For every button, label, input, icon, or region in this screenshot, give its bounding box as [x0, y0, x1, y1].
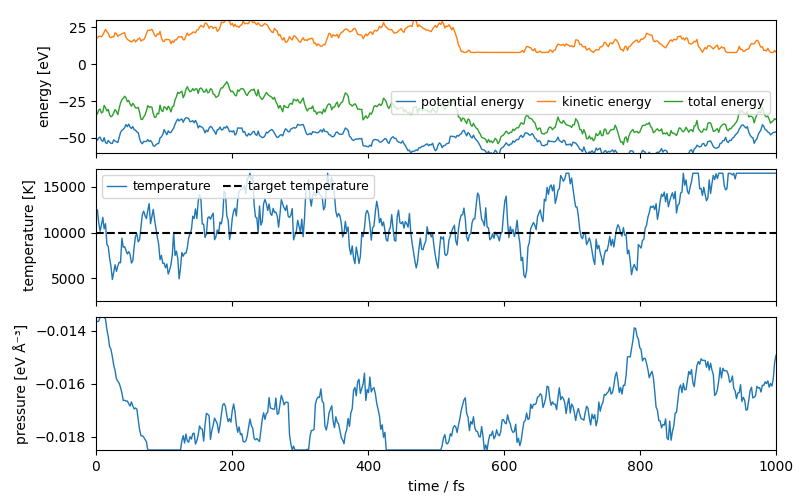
kinetic energy	[498, 50, 508, 56]
kinetic energy	[91, 34, 101, 40]
kinetic energy	[758, 44, 767, 50]
potential energy	[498, 144, 507, 150]
temperature	[91, 212, 101, 218]
Line: kinetic energy: kinetic energy	[96, 20, 776, 52]
Legend: temperature, target temperature: temperature, target temperature	[102, 175, 374, 198]
total energy	[461, 118, 470, 124]
Y-axis label: pressure [eV Å⁻³]: pressure [eV Å⁻³]	[14, 324, 30, 444]
temperature	[758, 170, 767, 176]
potential energy	[771, 128, 781, 134]
temperature	[498, 212, 508, 218]
total energy	[222, 78, 232, 84]
temperature	[651, 200, 661, 206]
potential energy	[415, 145, 425, 151]
potential energy	[461, 130, 470, 136]
kinetic energy	[771, 49, 781, 55]
total energy	[758, 104, 767, 110]
kinetic energy	[462, 49, 471, 55]
Legend: potential energy, kinetic energy, total energy: potential energy, kinetic energy, total …	[391, 91, 770, 114]
temperature	[421, 238, 430, 244]
potential energy	[420, 142, 430, 148]
kinetic energy	[651, 38, 661, 44]
total energy	[651, 127, 661, 133]
target temperature	[92, 230, 102, 235]
Line: total energy: total energy	[96, 82, 776, 144]
target temperature	[91, 230, 101, 235]
potential energy	[672, 157, 682, 163]
temperature	[107, 276, 117, 282]
total energy	[771, 116, 781, 122]
kinetic energy	[420, 26, 430, 32]
temperature	[417, 246, 426, 252]
kinetic energy	[221, 17, 230, 23]
Line: temperature: temperature	[96, 173, 776, 280]
potential energy	[181, 115, 190, 121]
total energy	[91, 108, 101, 114]
temperature	[245, 170, 254, 176]
Line: potential energy: potential energy	[96, 118, 776, 160]
kinetic energy	[415, 24, 425, 30]
Y-axis label: temperature [K]: temperature [K]	[23, 179, 37, 291]
total energy	[498, 133, 507, 139]
total energy	[618, 142, 628, 148]
temperature	[462, 234, 471, 240]
total energy	[415, 107, 425, 113]
Y-axis label: energy [eV]: energy [eV]	[38, 46, 51, 127]
total energy	[420, 107, 430, 113]
kinetic energy	[459, 50, 469, 56]
X-axis label: time / fs: time / fs	[407, 480, 465, 494]
potential energy	[91, 135, 101, 141]
potential energy	[650, 152, 659, 158]
potential energy	[758, 122, 767, 128]
temperature	[771, 170, 781, 176]
